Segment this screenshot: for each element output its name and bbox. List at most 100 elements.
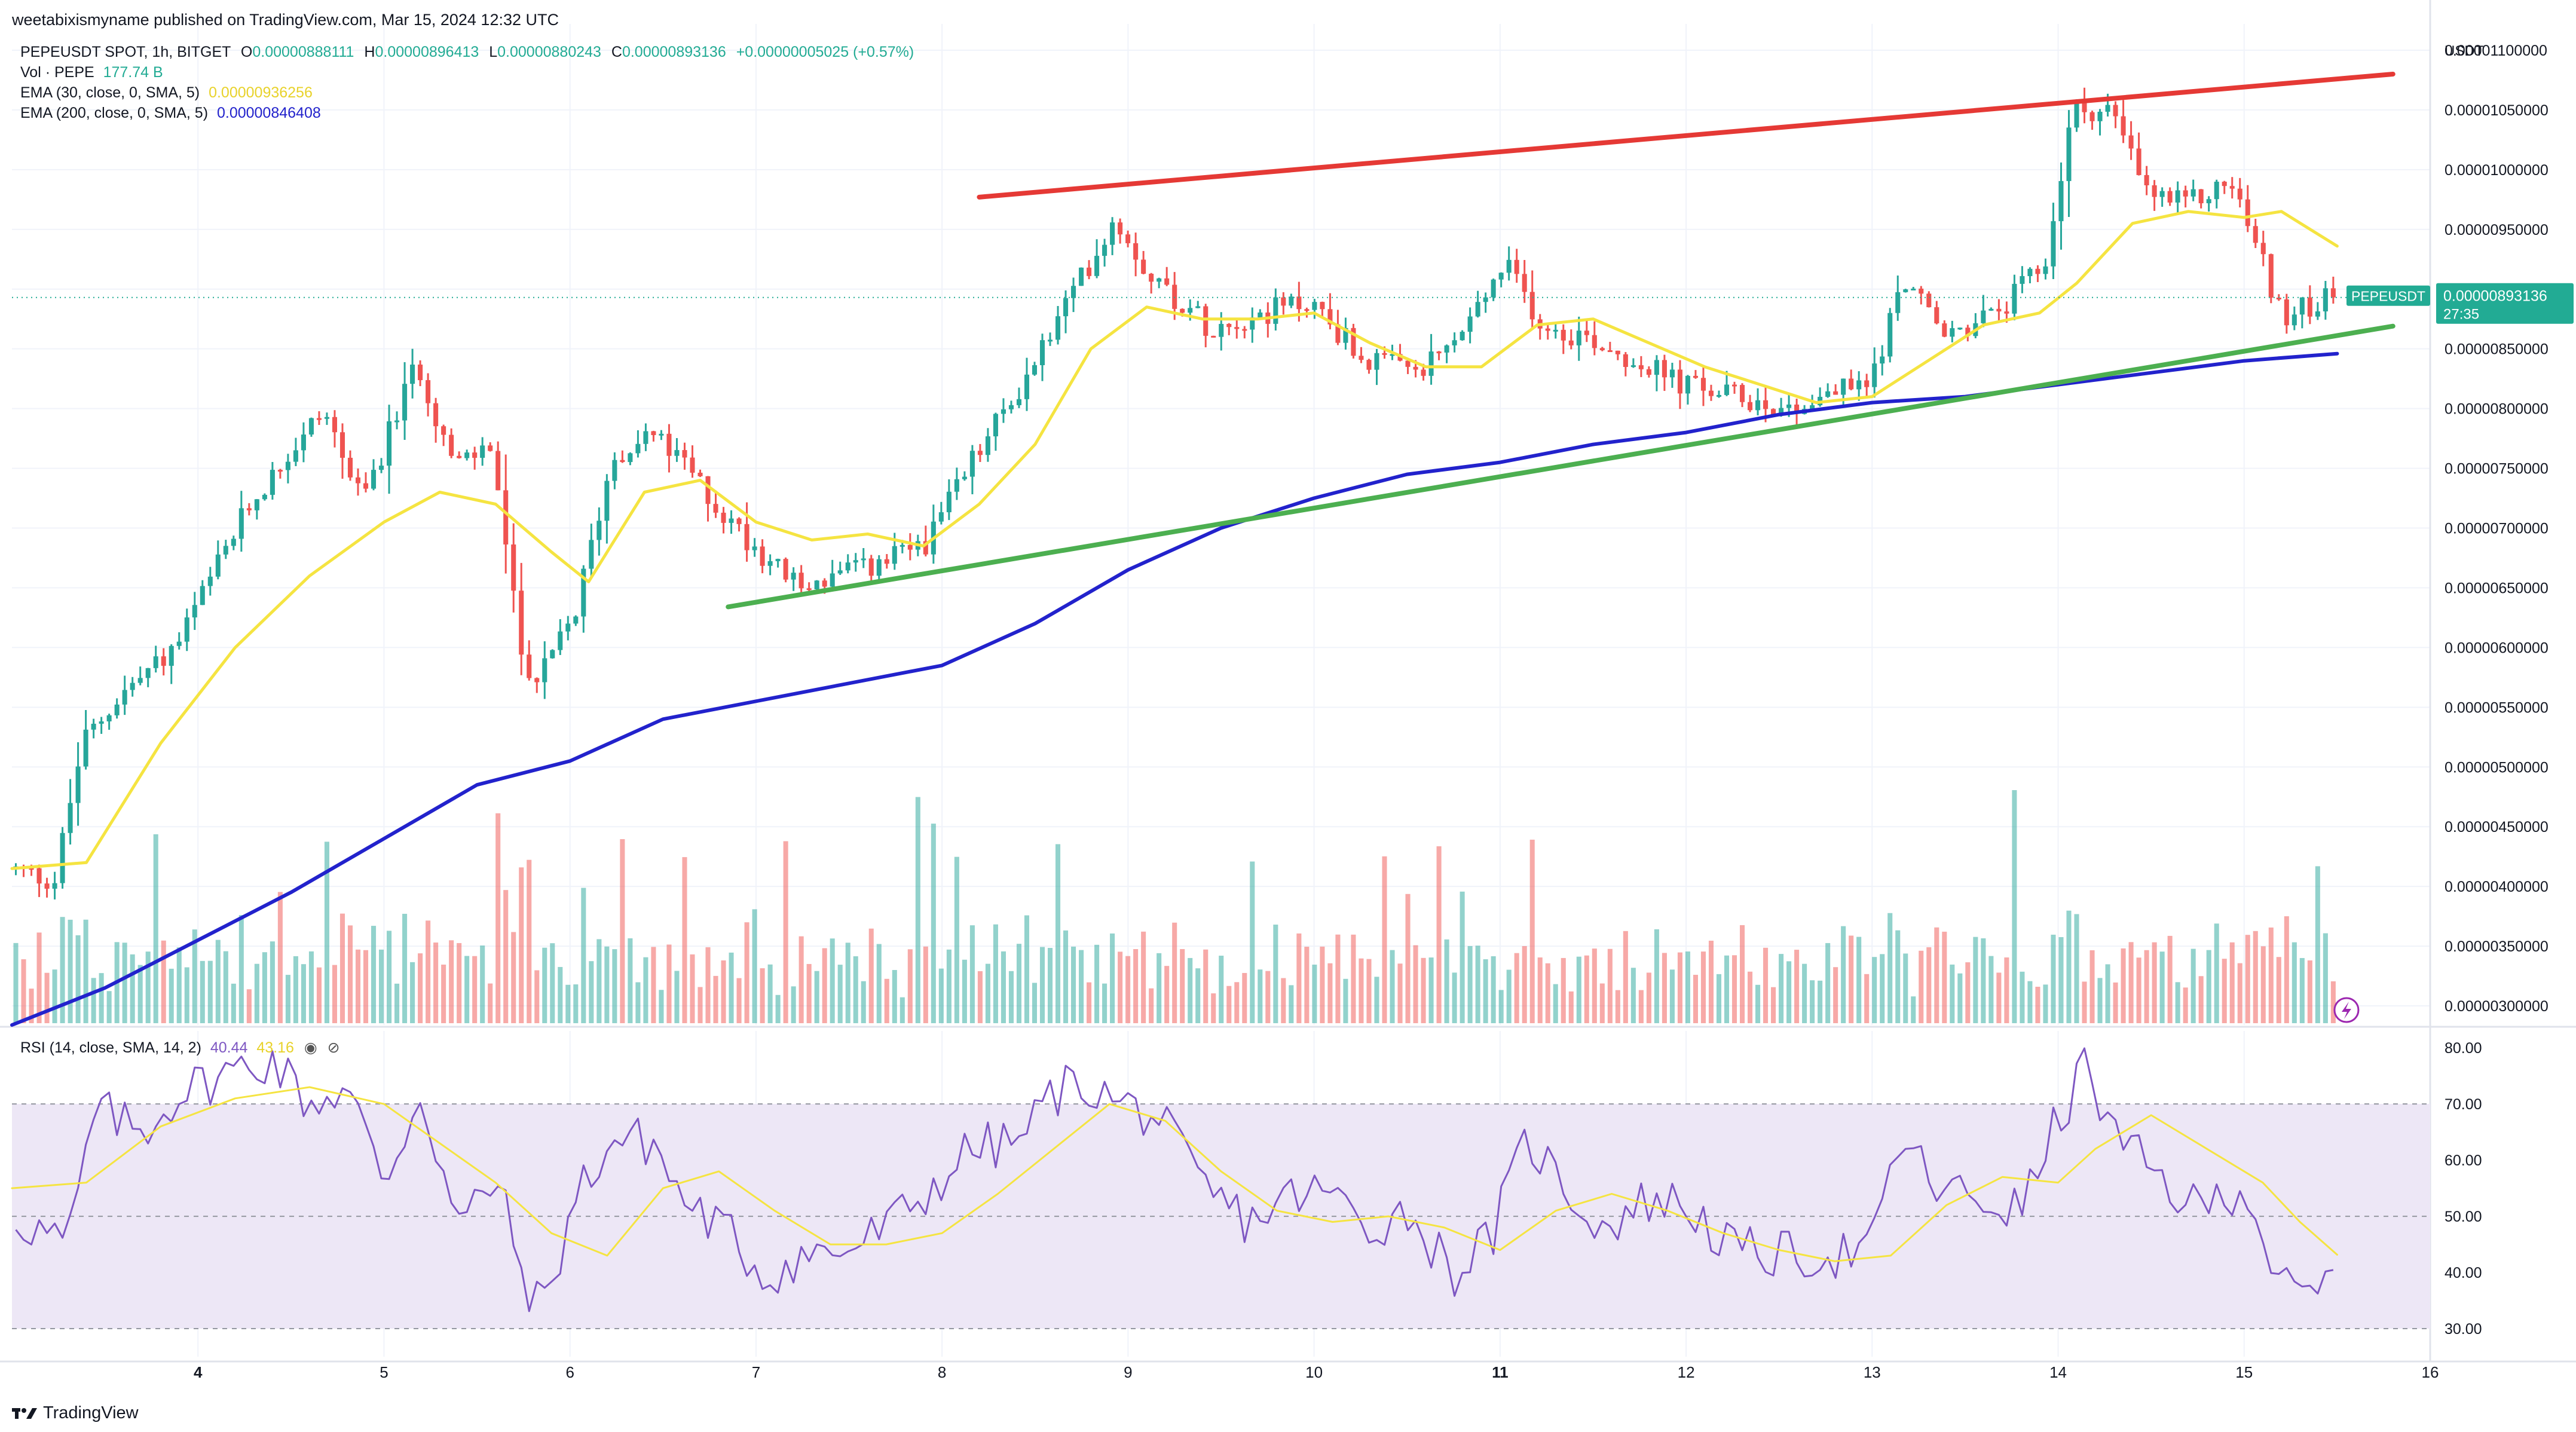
- rsi-sma-value: 43.16: [256, 1039, 294, 1056]
- volume-bar: [581, 888, 586, 1023]
- volume-bar: [1880, 954, 1885, 1023]
- volume-bar: [1731, 955, 1737, 1023]
- candle-down: [418, 365, 423, 381]
- symbol-row[interactable]: PEPEUSDT SPOT, 1h, BITGET O0.00000888111…: [20, 42, 914, 62]
- candle-down: [1304, 309, 1310, 311]
- eye-icon[interactable]: ◉: [304, 1039, 317, 1056]
- candle-down: [2136, 148, 2141, 175]
- volume-bar: [1763, 947, 1769, 1023]
- volume-bar: [697, 987, 703, 1023]
- volume-bar: [1281, 978, 1286, 1023]
- candle-up: [410, 365, 415, 384]
- candle-up: [2190, 189, 2196, 197]
- candle-up: [2292, 314, 2297, 326]
- currency-label[interactable]: USDT: [2445, 43, 2484, 59]
- volume-bar: [1700, 951, 1706, 1023]
- volume-bar: [231, 983, 236, 1023]
- volume-bar: [68, 919, 73, 1023]
- volume-bar: [1911, 996, 1916, 1023]
- rsi-legend[interactable]: RSI (14, close, SMA, 14, 2) 40.44 43.16 …: [20, 1039, 340, 1057]
- close-label: C: [611, 44, 622, 60]
- volume-bar: [1273, 925, 1278, 1023]
- volume-bar: [161, 940, 166, 1023]
- candle-down: [1405, 360, 1411, 367]
- volume-bar: [2206, 950, 2211, 1023]
- volume-bar: [1079, 950, 1084, 1023]
- volume-legend[interactable]: Vol · PEPE 177.74 B: [20, 62, 914, 82]
- candle-up: [1576, 331, 1581, 345]
- candle-down: [2229, 186, 2235, 189]
- volume-bar: [1810, 980, 1815, 1023]
- candle-up: [985, 436, 990, 455]
- tradingview-logo-icon: [12, 1407, 37, 1419]
- ema30-line: [10, 210, 2339, 870]
- candle-down: [426, 380, 431, 403]
- volume-bar: [868, 928, 874, 1023]
- ema30-legend[interactable]: EMA (30, close, 0, SMA, 5) 0.00000936256: [20, 82, 914, 103]
- candle-up: [324, 417, 329, 419]
- candle-up: [122, 690, 127, 705]
- ema30-value: 0.00000936256: [209, 84, 313, 101]
- candle-up: [106, 715, 112, 722]
- volume-bar: [495, 813, 501, 1023]
- volume-bar: [2284, 916, 2289, 1023]
- volume-bar: [1693, 975, 1698, 1023]
- volume-bar: [907, 949, 913, 1023]
- volume-bar: [332, 965, 338, 1023]
- volume-bar: [620, 839, 625, 1023]
- volume-bar: [2307, 960, 2312, 1023]
- volume-bar: [892, 969, 897, 1023]
- trendlines[interactable]: [726, 71, 2396, 610]
- volume-bar: [2152, 942, 2157, 1023]
- volume-bar: [1685, 951, 1690, 1023]
- ema200-legend[interactable]: EMA (200, close, 0, SMA, 5) 0.0000084640…: [20, 103, 914, 123]
- volume-bar: [1436, 846, 1442, 1023]
- candle-down: [783, 559, 788, 580]
- volume-bar: [550, 943, 555, 1023]
- volume-bar: [1366, 959, 1372, 1023]
- volume-bar: [1397, 963, 1403, 1023]
- candle-up: [1188, 308, 1193, 313]
- volume-bar: [2144, 950, 2149, 1023]
- candle-up: [1467, 316, 1473, 332]
- volume-bar: [1444, 939, 1449, 1023]
- candle-up: [99, 721, 104, 724]
- volume-bar: [2237, 963, 2242, 1023]
- candle-up: [75, 766, 81, 803]
- volume-bar: [1087, 982, 1092, 1023]
- volume-bar: [207, 960, 213, 1023]
- candle-down: [651, 431, 656, 436]
- candle-up: [659, 433, 664, 436]
- candle-down: [1087, 267, 1092, 276]
- candle-up: [2074, 101, 2079, 128]
- volume-bar: [954, 856, 959, 1023]
- ema30-label: EMA (30, close, 0, SMA, 5): [20, 84, 200, 101]
- candle-down: [1763, 400, 1769, 409]
- candle-up: [1553, 329, 1558, 332]
- volume-bar: [1965, 962, 1971, 1023]
- volume-bar: [1172, 922, 1177, 1023]
- candle-up: [830, 573, 835, 587]
- price-tick-label: 0.00000700000: [2445, 521, 2549, 537]
- volume-bar: [596, 939, 602, 1023]
- volume-bar: [1568, 991, 1574, 1023]
- candle-down: [1164, 278, 1170, 285]
- volume-bar: [1638, 990, 1644, 1023]
- volume-bar: [394, 983, 400, 1023]
- settings-icon[interactable]: ⊘: [327, 1039, 340, 1056]
- volume-bar: [75, 935, 81, 1023]
- brand-name: TradingView: [43, 1403, 139, 1422]
- candle-down: [1335, 324, 1341, 343]
- tradingview-brand[interactable]: TradingView: [12, 1403, 139, 1423]
- candle-down: [2330, 288, 2336, 298]
- volume-bar: [472, 956, 478, 1023]
- rsi-value: 40.44: [210, 1039, 248, 1056]
- candle-up: [480, 445, 485, 458]
- candle-down: [433, 403, 439, 427]
- candle-down: [363, 483, 369, 489]
- volume-bar: [511, 932, 516, 1023]
- candle-up: [969, 451, 975, 477]
- time-tick-label: 13: [1864, 1363, 1881, 1381]
- price-tag-layer: PEPEUSDT 0.00000893136 27:35: [12, 283, 2574, 1023]
